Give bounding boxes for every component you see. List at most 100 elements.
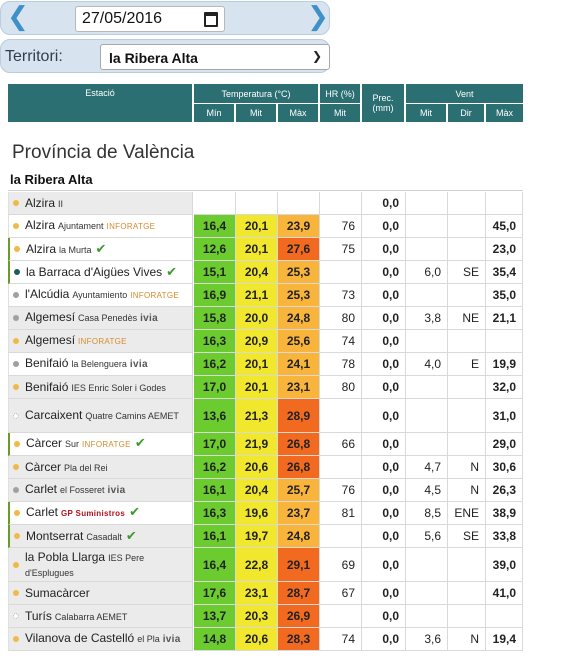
- cell-mit: 20,1: [236, 238, 278, 261]
- table-row: Carcaixent Quatre Camins AEMET 13,6 21,3 28,…: [8, 399, 523, 433]
- station-name-cell[interactable]: Algemesí Casa Penedès ivia: [8, 307, 193, 330]
- cell-wdir: [448, 215, 486, 238]
- verified-check-icon: ✔: [125, 527, 137, 543]
- header-station: Estació: [8, 84, 192, 122]
- cell-prec: 0,0: [362, 238, 406, 261]
- cell-wmit: [406, 330, 448, 353]
- cell-mit: 20,6: [236, 456, 278, 479]
- cell-wmit: [406, 548, 448, 582]
- station-status-dot-icon: [13, 200, 19, 206]
- cell-wdir: [448, 548, 486, 582]
- cell-wmit: [406, 215, 448, 238]
- cell-hr: [320, 525, 362, 548]
- cell-max: 28,3: [278, 628, 320, 651]
- cell-max: [278, 192, 320, 215]
- cell-hr: 78: [320, 353, 362, 376]
- cell-wmit: [406, 376, 448, 399]
- cell-wmax: 21,1: [486, 307, 523, 330]
- station-name-cell[interactable]: Carlet el Fosseret ivia: [8, 479, 193, 502]
- cell-prec: 0,0: [362, 353, 406, 376]
- station-network-logo: GP Suministros: [61, 509, 126, 518]
- station-name-cell[interactable]: l'Alcúdia Ayuntamiento INFORATGE: [8, 284, 193, 307]
- station-name-cell[interactable]: Càrcer Sur INFORATGE ✔: [8, 433, 193, 456]
- station-name-cell[interactable]: Carlet GP Suministros ✔: [8, 502, 193, 525]
- cell-prec: 0,0: [362, 548, 406, 582]
- cell-prec: 0,0: [362, 479, 406, 502]
- cell-max: 27,6: [278, 238, 320, 261]
- station-label: Càrcer Sur INFORATGE ✔: [26, 436, 146, 452]
- cell-min: 16,2: [194, 456, 236, 479]
- cell-prec: 0,0: [362, 502, 406, 525]
- station-name: Algemesí: [25, 333, 76, 347]
- station-name-cell[interactable]: Alzira Ajuntament INFORATGE: [8, 215, 193, 238]
- cell-wdir: [448, 284, 486, 307]
- cell-min: 17,0: [194, 433, 236, 456]
- station-sublocation: Ajuntament: [58, 221, 104, 231]
- header-temperature: Temperatura (°C): [194, 84, 318, 103]
- calendar-icon[interactable]: [204, 12, 218, 27]
- station-status-dot-icon: [13, 384, 19, 390]
- station-name-cell[interactable]: Alzira la Murta ✔: [8, 238, 193, 261]
- territory-select[interactable]: la Ribera Alta ❯: [100, 44, 330, 70]
- verified-check-icon: ✔: [95, 240, 107, 256]
- station-name: la Pobla Llarga: [25, 549, 106, 564]
- cell-wdir: ENE: [448, 502, 486, 525]
- station-name-cell[interactable]: la Barraca d'Aigües Vives ✔: [8, 261, 193, 284]
- station-name-cell[interactable]: Algemesí INFORATGE: [8, 330, 193, 353]
- cell-min: [194, 192, 236, 215]
- station-status-dot-icon: [13, 464, 19, 470]
- station-name-cell[interactable]: Benifaió IES Enric Soler i Godes: [8, 376, 193, 399]
- cell-wmax: 45,0: [486, 215, 523, 238]
- station-name-cell[interactable]: Sumacàrcer: [8, 582, 193, 605]
- cell-hr: [320, 261, 362, 284]
- station-name-cell[interactable]: Càrcer Pla del Rei: [8, 456, 193, 479]
- header-wind-max: Màx: [486, 104, 523, 122]
- station-network-logo: INFORATGE: [106, 222, 156, 231]
- cell-max: 24,8: [278, 525, 320, 548]
- station-name-cell[interactable]: Montserrat Casadalt ✔: [8, 525, 193, 548]
- cell-wmax: [486, 605, 523, 628]
- cell-wdir: [448, 192, 486, 215]
- cell-wdir: [448, 330, 486, 353]
- station-network-logo: ivia: [140, 313, 158, 324]
- station-label: Turís Calabarra AEMET: [25, 609, 127, 624]
- cell-wdir: N: [448, 628, 486, 651]
- date-input[interactable]: 27/05/2016: [75, 6, 225, 32]
- cell-max: 25,6: [278, 330, 320, 353]
- station-name-cell[interactable]: Alzira II: [8, 192, 193, 215]
- station-name: Alzira: [25, 195, 56, 210]
- cell-mit: [236, 192, 278, 215]
- station-name-cell[interactable]: la Pobla Llarga IES Pere d'Esplugues: [8, 548, 193, 582]
- next-day-chevron-right-icon[interactable]: ❯: [307, 2, 329, 32]
- station-sublocation: Pla del Rei: [64, 462, 108, 473]
- cell-wmax: 29,0: [486, 433, 523, 456]
- cell-min: 16,3: [194, 330, 236, 353]
- cell-prec: 0,0: [362, 330, 406, 353]
- table-row: Sumacàrcer 17,6 23,1 28,7 67 0,0 41,0: [8, 582, 523, 605]
- table-row: Càrcer Pla del Rei 16,2 20,6 26,8 0,0 4,7 N 30,6: [8, 456, 523, 479]
- station-status-dot-icon: [13, 590, 19, 596]
- table-row: Benifaió la Belenguera ivia 16,2 20,1 24,1 78 0…: [8, 353, 523, 376]
- previous-day-chevron-left-icon[interactable]: ❮: [7, 2, 29, 32]
- cell-wdir: [448, 399, 486, 433]
- station-sublocation: el Pla: [137, 634, 160, 644]
- station-status-dot-icon: [13, 613, 19, 619]
- station-name: Carlet: [26, 505, 59, 519]
- station-name: Benifaió: [25, 379, 69, 394]
- station-name-cell[interactable]: Carcaixent Quatre Camins AEMET: [8, 399, 193, 433]
- station-name-cell[interactable]: Vilanova de Castelló el Pla ivia: [8, 628, 193, 651]
- header-wind-dir: Dir: [448, 104, 484, 122]
- cell-min: 16,3: [194, 502, 236, 525]
- cell-max: 25,3: [278, 284, 320, 307]
- station-name-cell[interactable]: Benifaió la Belenguera ivia: [8, 353, 193, 376]
- station-network-logo: ivia: [129, 359, 148, 370]
- date-navigation-bar: ❮ 27/05/2016 ❯: [0, 1, 330, 35]
- cell-min: 17,0: [194, 376, 236, 399]
- cell-min: 16,4: [194, 215, 236, 238]
- cell-wmit: 3,6: [406, 628, 448, 651]
- cell-wdir: N: [448, 456, 486, 479]
- cell-wmax: 19,4: [486, 628, 523, 651]
- station-name-cell[interactable]: Turís Calabarra AEMET: [8, 605, 193, 628]
- table-header: Estació Temperatura (°C) Mín Mit Màx HR …: [8, 84, 523, 122]
- cell-hr: 75: [320, 238, 362, 261]
